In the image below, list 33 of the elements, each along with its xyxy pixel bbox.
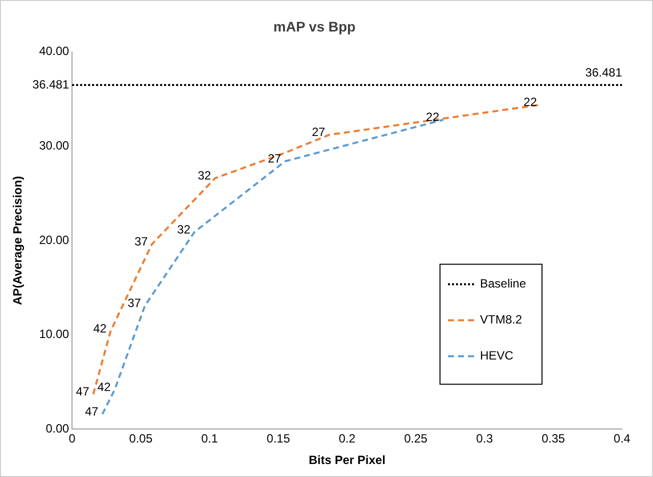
legend-label: HEVC — [480, 348, 514, 363]
y-axis-title: AP(Average Precision) — [10, 176, 25, 305]
x-tick-label: 0.1 — [201, 432, 218, 446]
y-tick-label: 10.00 — [39, 327, 70, 342]
x-tick-label: 0.35 — [542, 432, 566, 446]
annotation: 32 — [177, 222, 191, 236]
annotation: 37 — [134, 234, 148, 249]
annotation: 37 — [128, 296, 142, 310]
y-tick-label: 36.481 — [32, 77, 70, 92]
annotation: 47 — [76, 384, 90, 399]
chart-title: mAP vs Bpp — [273, 18, 356, 34]
annotation: 47 — [84, 404, 99, 418]
annotation: 22 — [524, 94, 538, 109]
y-tick-label: 30.00 — [39, 138, 70, 152]
annotation: 27 — [268, 152, 282, 166]
legend-label: VTM8.2 — [480, 312, 522, 327]
x-axis-title: Bits Per Pixel — [308, 453, 386, 468]
annotation: 32 — [198, 168, 212, 183]
x-tick-label: 0 — [68, 432, 76, 446]
y-tick-label: 0.00 — [46, 422, 70, 436]
x-tick-label: 0.25 — [404, 432, 428, 446]
x-tick-label: 0.15 — [266, 432, 290, 446]
annotation: 27 — [312, 125, 326, 140]
annotation: 42 — [97, 380, 112, 394]
x-tick-label: 0.2 — [338, 432, 356, 446]
legend-label: Baseline — [480, 276, 526, 291]
annotation: 42 — [93, 321, 107, 336]
annotation: 36.481 — [585, 65, 622, 80]
y-tick-label: 40.00 — [39, 44, 70, 58]
y-tick-label: 20.00 — [39, 232, 70, 247]
x-tick-label: 0.3 — [476, 432, 494, 446]
x-tick-label: 0.05 — [129, 432, 153, 446]
x-tick-label: 0.4 — [614, 432, 631, 446]
